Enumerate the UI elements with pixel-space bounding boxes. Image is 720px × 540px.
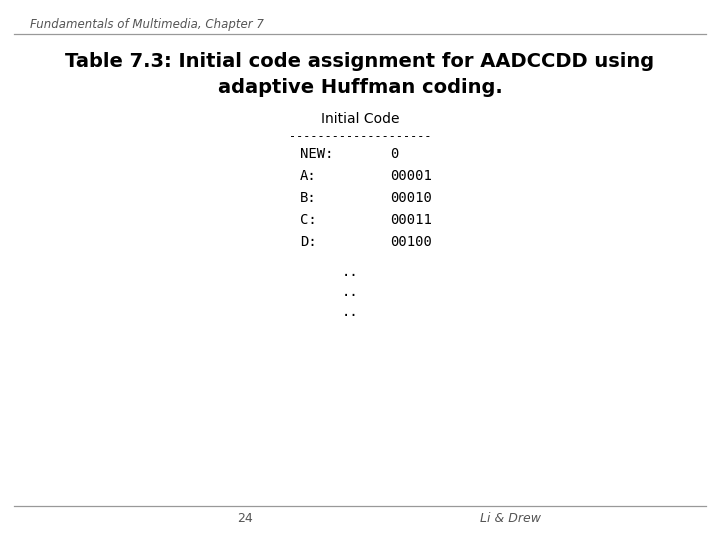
- Text: Initial Code: Initial Code: [320, 112, 400, 126]
- Text: A:: A:: [300, 169, 317, 183]
- Text: 00011: 00011: [390, 213, 432, 227]
- Text: ..: ..: [341, 305, 359, 319]
- Text: NEW:: NEW:: [300, 147, 333, 161]
- Text: 00010: 00010: [390, 191, 432, 205]
- Text: B:: B:: [300, 191, 317, 205]
- Text: 00001: 00001: [390, 169, 432, 183]
- Text: ..: ..: [341, 285, 359, 299]
- Text: adaptive Huffman coding.: adaptive Huffman coding.: [217, 78, 503, 97]
- Text: 0: 0: [390, 147, 398, 161]
- Text: C:: C:: [300, 213, 317, 227]
- Text: --------------------: --------------------: [289, 130, 431, 143]
- Text: D:: D:: [300, 235, 317, 249]
- Text: Table 7.3: Initial code assignment for AADCCDD using: Table 7.3: Initial code assignment for A…: [66, 52, 654, 71]
- Text: 24: 24: [237, 512, 253, 525]
- Text: Fundamentals of Multimedia, Chapter 7: Fundamentals of Multimedia, Chapter 7: [30, 18, 264, 31]
- Text: Li & Drew: Li & Drew: [480, 512, 541, 525]
- Text: ..: ..: [341, 265, 359, 279]
- Text: 00100: 00100: [390, 235, 432, 249]
